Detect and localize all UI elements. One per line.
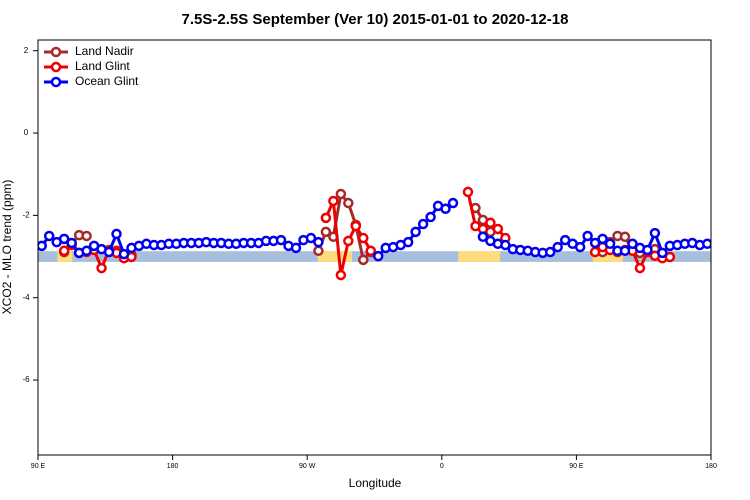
x-tick-label: 180 xyxy=(167,463,179,470)
series-point xyxy=(350,220,362,232)
series-point xyxy=(343,197,354,209)
x-tick-label: 90 E xyxy=(31,463,46,470)
y-tick-label: -4 xyxy=(22,293,30,302)
x-axis-label: Longitude xyxy=(349,476,402,490)
x-tick-label: 90 W xyxy=(299,463,316,470)
series-point xyxy=(43,230,55,242)
series-point xyxy=(81,230,92,242)
series-point xyxy=(492,223,504,235)
series-point xyxy=(328,195,339,207)
y-tick-label: 0 xyxy=(24,128,29,137)
series-point xyxy=(402,236,414,248)
series-point xyxy=(477,231,489,243)
legend-marker xyxy=(50,76,62,88)
series-point xyxy=(657,247,668,259)
series-point xyxy=(320,212,332,224)
series-point xyxy=(320,226,332,238)
series-point xyxy=(335,269,347,281)
series-point xyxy=(425,211,436,223)
series-point xyxy=(619,231,631,243)
plot-area xyxy=(38,186,711,281)
legend-marker xyxy=(50,61,62,73)
series-point xyxy=(462,186,474,198)
series-point xyxy=(290,242,302,254)
series-point xyxy=(275,234,287,246)
x-tick-label: 180 xyxy=(705,463,717,470)
series-point xyxy=(66,237,77,249)
series-point xyxy=(485,217,496,229)
legend-label: Land Glint xyxy=(75,59,130,73)
y-axis-label: XCO2 - MLO trend (ppm) xyxy=(0,180,14,315)
series-point xyxy=(664,251,676,263)
series-point xyxy=(582,230,593,242)
series-point xyxy=(589,237,601,249)
plot-frame xyxy=(37,39,712,456)
series-point xyxy=(642,244,653,256)
series-point xyxy=(358,254,369,266)
series-point xyxy=(343,235,354,247)
series-point xyxy=(96,262,107,274)
land-band xyxy=(458,251,501,262)
series-point xyxy=(440,203,451,215)
series-point xyxy=(111,228,122,240)
series-point xyxy=(335,188,347,200)
series-point xyxy=(58,245,70,257)
series-point xyxy=(597,233,608,245)
y-tick-label: 2 xyxy=(24,46,29,55)
series-point xyxy=(81,245,92,257)
series-point xyxy=(447,197,459,209)
x-tick-label: 90 E xyxy=(569,463,584,470)
chart-title: 7.5S-2.5S September (Ver 10) 2015-01-01 … xyxy=(182,11,569,28)
series-point xyxy=(103,246,115,258)
series-point xyxy=(118,248,130,260)
series-point xyxy=(410,226,421,238)
x-tick-label: 0 xyxy=(440,463,444,470)
series-point xyxy=(634,262,646,274)
series-point xyxy=(649,227,661,239)
series-point xyxy=(313,236,324,248)
series-point xyxy=(574,241,586,253)
legend-label: Ocean Glint xyxy=(75,74,139,88)
series-point xyxy=(38,240,47,252)
legend-label: Land Nadir xyxy=(75,44,134,58)
series-point xyxy=(500,239,511,251)
series-point xyxy=(365,245,377,257)
y-tick-label: -2 xyxy=(22,210,30,219)
land-band xyxy=(317,251,353,262)
legend-marker xyxy=(50,46,62,58)
series-point xyxy=(619,245,631,257)
series-point xyxy=(372,250,384,262)
series-point xyxy=(358,232,369,244)
series-point xyxy=(544,246,556,258)
series-point xyxy=(58,233,70,245)
series-point xyxy=(417,218,429,230)
series-point xyxy=(702,238,711,250)
y-tick-label: -6 xyxy=(22,375,30,384)
land-band xyxy=(592,251,623,262)
series-point xyxy=(604,238,616,250)
series-point xyxy=(305,232,317,244)
series-point xyxy=(313,245,324,257)
series-point xyxy=(627,238,638,250)
series-point xyxy=(552,241,563,253)
